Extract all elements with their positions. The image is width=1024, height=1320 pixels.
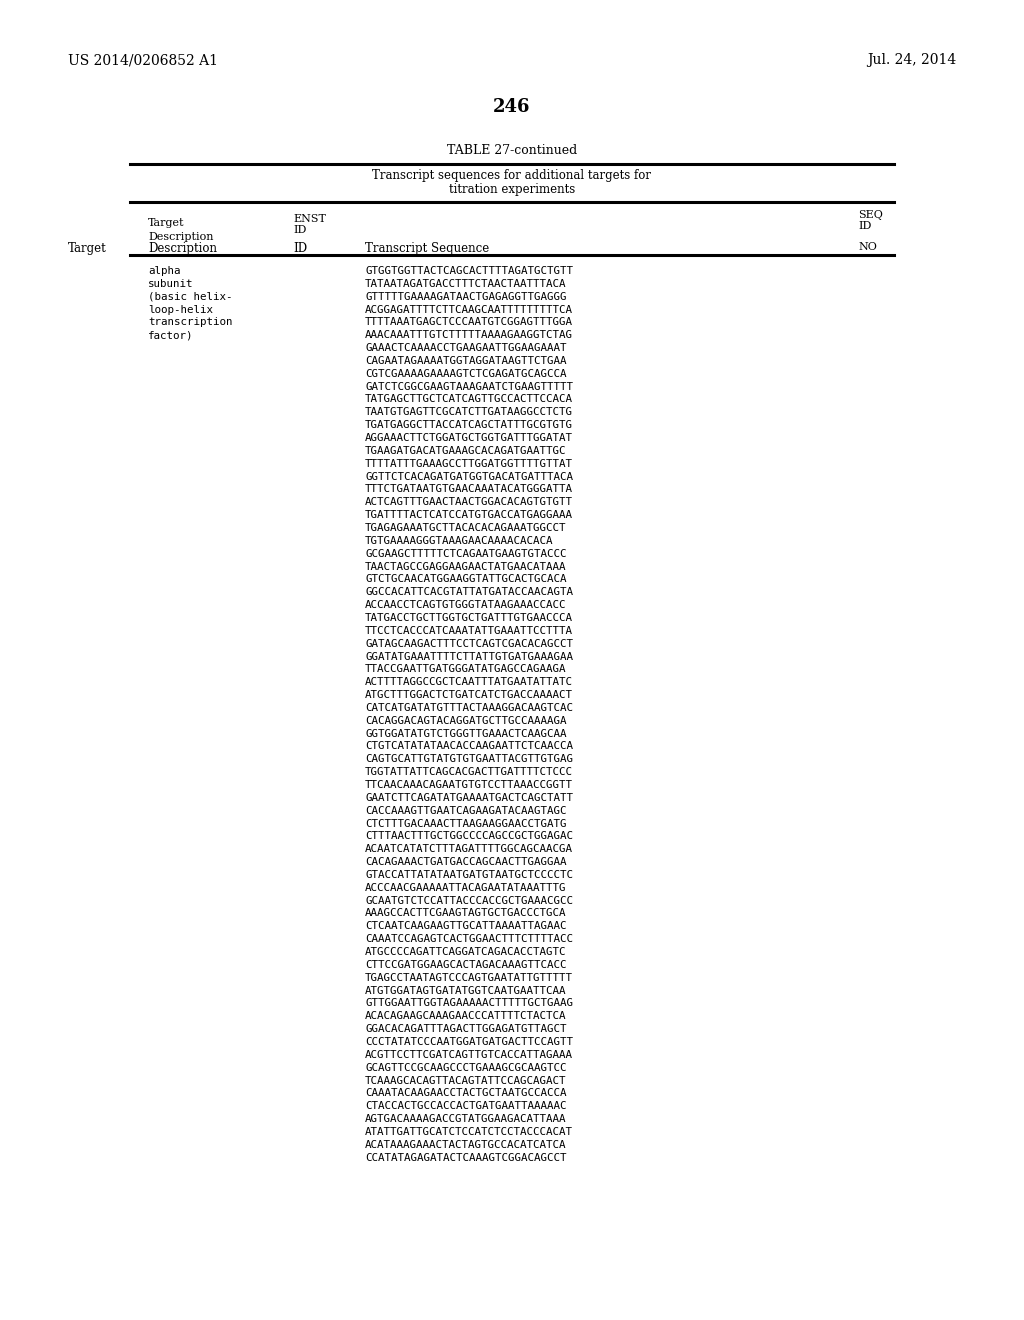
Text: AGGAAACTTCTGGATGCTGGTGATTTGGATAT: AGGAAACTTCTGGATGCTGGTGATTTGGATAT <box>365 433 573 444</box>
Text: CAAATCCAGAGTCACTGGAACTTTCTTTTACC: CAAATCCAGAGTCACTGGAACTTTCTTTTACC <box>365 935 573 944</box>
Text: CAGAATAGAAAATGGTAGGATAAGTTCTGAA: CAGAATAGAAAATGGTAGGATAAGTTCTGAA <box>365 356 566 366</box>
Text: TTTTAAATGAGCTCCCAATGTCGGAGTTTGGA: TTTTAAATGAGCTCCCAATGTCGGAGTTTGGA <box>365 317 573 327</box>
Text: TGAAGATGACATGAAAGCACAGATGAATTGC: TGAAGATGACATGAAAGCACAGATGAATTGC <box>365 446 566 455</box>
Text: ATGTGGATAGTGATATGGTCAATGAATTCAA: ATGTGGATAGTGATATGGTCAATGAATTCAA <box>365 986 566 995</box>
Text: NO: NO <box>858 242 877 252</box>
Text: CAGTGCATTGTATGTGTGAATTACGTTGTGAG: CAGTGCATTGTATGTGTGAATTACGTTGTGAG <box>365 754 573 764</box>
Text: ACTTTTAGGCCGCTCAATTTATGAATATTATC: ACTTTTAGGCCGCTCAATTTATGAATATTATC <box>365 677 573 688</box>
Text: ATGCTTTGGACTCTGATCATCTGACCAAAACT: ATGCTTTGGACTCTGATCATCTGACCAAAACT <box>365 690 573 700</box>
Text: ACGTTCCTTCGATCAGTTGTCACCATTAGAAA: ACGTTCCTTCGATCAGTTGTCACCATTAGAAA <box>365 1049 573 1060</box>
Text: GGCCACATTCACGTATTATGATACCAACAGTA: GGCCACATTCACGTATTATGATACCAACAGTA <box>365 587 573 597</box>
Text: GCAATGTCTCCATTACCCACCGCTGAAACGCC: GCAATGTCTCCATTACCCACCGCTGAAACGCC <box>365 896 573 906</box>
Text: GTGGTGGTTACTCAGCACTTTTAGATGCTGTT: GTGGTGGTTACTCAGCACTTTTAGATGCTGTT <box>365 267 573 276</box>
Text: CAAATACAAGAACCTACTGCTAATGCCACCA: CAAATACAAGAACCTACTGCTAATGCCACCA <box>365 1089 566 1098</box>
Text: Target: Target <box>148 218 184 228</box>
Text: GGATATGAAATTTTCTTATTGTGATGAAAGAA: GGATATGAAATTTTCTTATTGTGATGAAAGAA <box>365 652 573 661</box>
Text: CTCTTTGACAAACTTAAGAAGGAACCTGATG: CTCTTTGACAAACTTAAGAAGGAACCTGATG <box>365 818 566 829</box>
Text: TCAAAGCACAGTTACAGTATTCCAGCAGACT: TCAAAGCACAGTTACAGTATTCCAGCAGACT <box>365 1076 566 1085</box>
Text: CGTCGAAAAGAAAAGTCTCGAGATGCAGCCA: CGTCGAAAAGAAAAGTCTCGAGATGCAGCCA <box>365 368 566 379</box>
Text: GTTTTTGAAAAGATAACTGAGAGGTTGAGGG: GTTTTTGAAAAGATAACTGAGAGGTTGAGGG <box>365 292 566 302</box>
Text: TABLE 27-continued: TABLE 27-continued <box>446 144 578 157</box>
Text: GTTGGAATTGGTAGAAAAACTTTTTGCTGAAG: GTTGGAATTGGTAGAAAAACTTTTTGCTGAAG <box>365 998 573 1008</box>
Text: Target: Target <box>68 242 106 255</box>
Text: (basic helix-: (basic helix- <box>148 292 232 302</box>
Text: factor): factor) <box>148 330 194 341</box>
Text: TGTGAAAAGGGTAAAGAACAAAACACACA: TGTGAAAAGGGTAAAGAACAAAACACACA <box>365 536 554 546</box>
Text: GTACCATTATATAATGATGTAATGCTCCCCTC: GTACCATTATATAATGATGTAATGCTCCCCTC <box>365 870 573 880</box>
Text: ACCAACCTCAGTGTGGGTATAAGAAACCACC: ACCAACCTCAGTGTGGGTATAAGAAACCACC <box>365 601 566 610</box>
Text: TTTCTGATAATGTGAACAAATACATGGGATTA: TTTCTGATAATGTGAACAAATACATGGGATTA <box>365 484 573 495</box>
Text: TTTTATTTGAAAGCCTTGGATGGTTTTGTTAT: TTTTATTTGAAAGCCTTGGATGGTTTTGTTAT <box>365 459 573 469</box>
Text: SEQ: SEQ <box>858 210 883 220</box>
Text: TATGAGCTTGCTCATCAGTTGCCACTTCCACA: TATGAGCTTGCTCATCAGTTGCCACTTCCACA <box>365 395 573 404</box>
Text: titration experiments: titration experiments <box>449 183 575 197</box>
Text: ENST: ENST <box>293 214 326 224</box>
Text: subunit: subunit <box>148 279 194 289</box>
Text: TTACCGAATTGATGGGATATGAGCCAGAAGA: TTACCGAATTGATGGGATATGAGCCAGAAGA <box>365 664 566 675</box>
Text: CATCATGATATGTTTACTAAAGGACAAGTCAC: CATCATGATATGTTTACTAAAGGACAAGTCAC <box>365 702 573 713</box>
Text: GATAGCAAGACTTTCCTCAGTCGACACAGCCT: GATAGCAAGACTTTCCTCAGTCGACACAGCCT <box>365 639 573 648</box>
Text: CTTCCGATGGAAGCACTAGACAAAGTTCACC: CTTCCGATGGAAGCACTAGACAAAGTTCACC <box>365 960 566 970</box>
Text: TGGTATTATTCAGCACGACTTGATTTTCTCCC: TGGTATTATTCAGCACGACTTGATTTTCTCCC <box>365 767 573 777</box>
Text: ATGCCCCAGATTCAGGATCAGACACCTAGTC: ATGCCCCAGATTCAGGATCAGACACCTAGTC <box>365 946 566 957</box>
Text: CTCAATCAAGAAGTTGCATTAAAATTAGAAC: CTCAATCAAGAAGTTGCATTAAAATTAGAAC <box>365 921 566 932</box>
Text: loop-helix: loop-helix <box>148 305 213 314</box>
Text: transcription: transcription <box>148 317 232 327</box>
Text: GGTGGATATGTCTGGGTTGAAACTCAAGCAA: GGTGGATATGTCTGGGTTGAAACTCAAGCAA <box>365 729 566 739</box>
Text: CCCTATATCCCAATGGATGATGACTTCCAGTT: CCCTATATCCCAATGGATGATGACTTCCAGTT <box>365 1038 573 1047</box>
Text: GATCTCGGCGAAGTAAAGAATCTGAAGTTTTT: GATCTCGGCGAAGTAAAGAATCTGAAGTTTTT <box>365 381 573 392</box>
Text: ATATTGATTGCATCTCCATCTCCTACCCACAT: ATATTGATTGCATCTCCATCTCCTACCCACAT <box>365 1127 573 1137</box>
Text: TAACTAGCCGAGGAAGAACTATGAACATAAA: TAACTAGCCGAGGAAGAACTATGAACATAAA <box>365 561 566 572</box>
Text: Description: Description <box>148 232 213 242</box>
Text: CCATATAGAGATACTCAAAGTCGGACAGCCT: CCATATAGAGATACTCAAAGTCGGACAGCCT <box>365 1152 566 1163</box>
Text: ID: ID <box>293 224 306 235</box>
Text: ID: ID <box>858 220 871 231</box>
Text: TGATGAGGCTTACCATCAGCTATTTGCGTGTG: TGATGAGGCTTACCATCAGCTATTTGCGTGTG <box>365 420 573 430</box>
Text: ACTCAGTTTGAACTAACTGGACACAGTGTGTT: ACTCAGTTTGAACTAACTGGACACAGTGTGTT <box>365 498 573 507</box>
Text: 246: 246 <box>494 98 530 116</box>
Text: ACATAAAGAAACTACTAGTGCCACATCATCA: ACATAAAGAAACTACTAGTGCCACATCATCA <box>365 1139 566 1150</box>
Text: AGTGACAAAAGACCGTATGGAAGACATTAAA: AGTGACAAAAGACCGTATGGAAGACATTAAA <box>365 1114 566 1125</box>
Text: TGAGCCTAATAGTCCCAGTGAATATTGTTTTT: TGAGCCTAATAGTCCCAGTGAATATTGTTTTT <box>365 973 573 983</box>
Text: TTCAACAAACAGAATGTGTCCTTAAACCGGTT: TTCAACAAACAGAATGTGTCCTTAAACCGGTT <box>365 780 573 789</box>
Text: ACCCAACGAAAAATTACAGAATATAAATTTG: ACCCAACGAAAAATTACAGAATATAAATTTG <box>365 883 566 892</box>
Text: Transcript Sequence: Transcript Sequence <box>365 242 489 255</box>
Text: Description: Description <box>148 242 217 255</box>
Text: ID: ID <box>293 242 307 255</box>
Text: GTCTGCAACATGGAAGGTATTGCACTGCACA: GTCTGCAACATGGAAGGTATTGCACTGCACA <box>365 574 566 585</box>
Text: GAAACTCAAAACCTGAAGAATTGGAAGAAAT: GAAACTCAAAACCTGAAGAATTGGAAGAAAT <box>365 343 566 354</box>
Text: ACAATCATATCTTTAGATTTTGGCAGCAACGA: ACAATCATATCTTTAGATTTTGGCAGCAACGA <box>365 845 573 854</box>
Text: GAATCTTCAGATATGAAAATGACTCAGCTATT: GAATCTTCAGATATGAAAATGACTCAGCTATT <box>365 793 573 803</box>
Text: GGTTCTCACAGATGATGGTGACATGATTTACA: GGTTCTCACAGATGATGGTGACATGATTTACA <box>365 471 573 482</box>
Text: GCGAAGCTTTTTCTCAGAATGAAGTGTACCC: GCGAAGCTTTTTCTCAGAATGAAGTGTACCC <box>365 549 566 558</box>
Text: TGAGAGAAATGCTTACACACAGAAATGGCCT: TGAGAGAAATGCTTACACACAGAAATGGCCT <box>365 523 566 533</box>
Text: TTCCTCACCCATCAAATATTGAAATTCCTTTA: TTCCTCACCCATCAAATATTGAAATTCCTTTA <box>365 626 573 636</box>
Text: TGATTTTACTCATCCATGTGACCATGAGGAAA: TGATTTTACTCATCCATGTGACCATGAGGAAA <box>365 510 573 520</box>
Text: ACACAGAAGCAAAGAACCCATTTTCTACTCA: ACACAGAAGCAAAGAACCCATTTTCTACTCA <box>365 1011 566 1022</box>
Text: CTGTCATATATAACACCAAGAATTCTCAACCA: CTGTCATATATAACACCAAGAATTCTCAACCA <box>365 742 573 751</box>
Text: AAACAAATTTGTCTTTTTAAAAGAAGGTCTAG: AAACAAATTTGTCTTTTTAAAAGAAGGTCTAG <box>365 330 573 341</box>
Text: alpha: alpha <box>148 267 180 276</box>
Text: CTTTAACTTTGCTGGCCCCAGCCGCTGGAGAC: CTTTAACTTTGCTGGCCCCAGCCGCTGGAGAC <box>365 832 573 841</box>
Text: CTACCACTGCCACCACTGATGAATTAAAAAC: CTACCACTGCCACCACTGATGAATTAAAAAC <box>365 1101 566 1111</box>
Text: TATGACCTGCTTGGTGCTGATTTGTGAACCCA: TATGACCTGCTTGGTGCTGATTTGTGAACCCA <box>365 612 573 623</box>
Text: CACAGAAACTGATGACCAGCAACTTGAGGAA: CACAGAAACTGATGACCAGCAACTTGAGGAA <box>365 857 566 867</box>
Text: US 2014/0206852 A1: US 2014/0206852 A1 <box>68 53 218 67</box>
Text: AAAGCCACTTCGAAGTAGTGCTGACCCTGCA: AAAGCCACTTCGAAGTAGTGCTGACCCTGCA <box>365 908 566 919</box>
Text: ACGGAGATTTTCTTCAAGCAATTTTTTTTTCA: ACGGAGATTTTCTTCAAGCAATTTTTTTTTCA <box>365 305 573 314</box>
Text: CACCAAAGTTGAATCAGAAGATACAAGTAGC: CACCAAAGTTGAATCAGAAGATACAAGTAGC <box>365 805 566 816</box>
Text: GCAGTTCCGCAAGCCCTGAAAGCGCAAGTCC: GCAGTTCCGCAAGCCCTGAAAGCGCAAGTCC <box>365 1063 566 1073</box>
Text: Transcript sequences for additional targets for: Transcript sequences for additional targ… <box>373 169 651 182</box>
Text: CACAGGACAGTACAGGATGCTTGCCAAAAGA: CACAGGACAGTACAGGATGCTTGCCAAAAGA <box>365 715 566 726</box>
Text: GGACACAGATTTAGACTTGGAGATGTTAGCT: GGACACAGATTTAGACTTGGAGATGTTAGCT <box>365 1024 566 1034</box>
Text: Jul. 24, 2014: Jul. 24, 2014 <box>866 53 956 67</box>
Text: TATAATAGATGACCTTTCTAACTAATTTACA: TATAATAGATGACCTTTCTAACTAATTTACA <box>365 279 566 289</box>
Text: TAATGTGAGTTCGCATCTTGATAAGGCCTCTG: TAATGTGAGTTCGCATCTTGATAAGGCCTCTG <box>365 408 573 417</box>
